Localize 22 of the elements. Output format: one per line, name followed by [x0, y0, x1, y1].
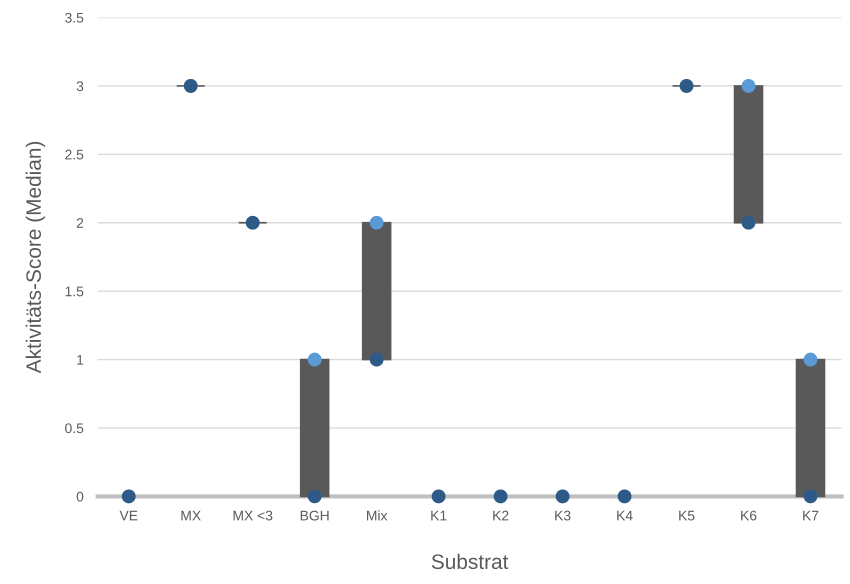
y-tick-label: 0.5 — [65, 423, 84, 434]
y-tick-label: 3 — [76, 81, 84, 92]
y-tick-label: 0 — [76, 492, 84, 502]
y-tick-label: 2 — [76, 218, 84, 228]
x-tick-label: K2 — [493, 510, 508, 520]
x-tick-label: K7 — [803, 510, 818, 520]
x-axis-title: Substrat — [432, 554, 508, 570]
x-tick-label: MX — [181, 510, 201, 520]
y-tick-label: 1 — [77, 355, 84, 365]
x-tick-label: K1 — [431, 510, 446, 520]
y-tick-label: 2.5 — [65, 150, 84, 160]
y-tick-label: 3.5 — [65, 12, 84, 23]
x-tick-label: MX <3 — [234, 510, 272, 520]
x-tick-label: BGH — [300, 510, 329, 520]
y-axis-title: Aktivitäts-Score (Median) — [26, 142, 46, 374]
x-tick-label: K5 — [679, 510, 694, 520]
x-tick-label: VE — [120, 510, 138, 520]
y-tick-label: 1.5 — [66, 286, 84, 296]
x-tick-label: K3 — [555, 510, 570, 520]
x-tick-label: K6 — [741, 510, 756, 520]
x-tick-label: K4 — [617, 510, 633, 520]
x-tick-label: Mix — [366, 510, 388, 520]
